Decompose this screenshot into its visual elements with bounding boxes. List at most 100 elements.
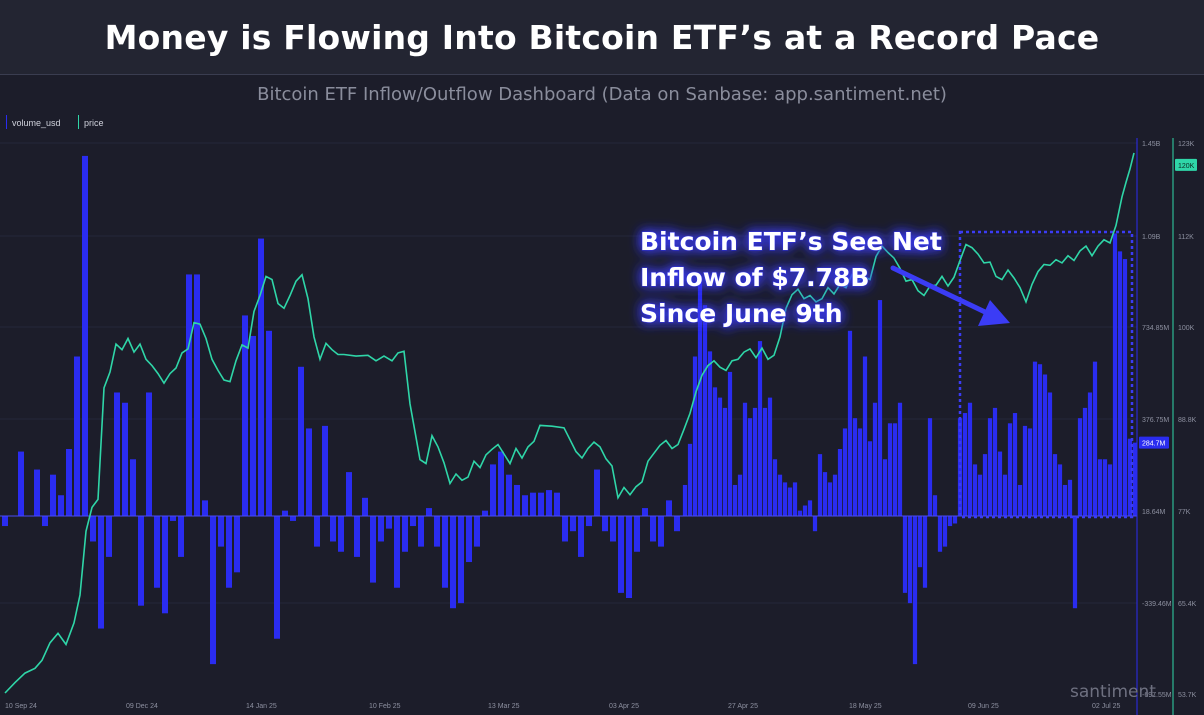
volume-bar [298,366,304,516]
volume-bar [847,330,853,516]
volume-bar [234,516,240,573]
volume-bar [1117,251,1123,516]
volume-bar [106,516,112,557]
volume-bar [618,516,624,593]
volume-bar [837,448,843,516]
volume-bar [942,516,948,547]
volume-bar [782,482,788,516]
volume-bar [692,356,698,516]
volume-bar [697,279,703,516]
volume-bar [1097,459,1103,516]
volume-bar [792,482,798,516]
volume-bar [258,238,264,516]
volume-bar [997,451,1003,516]
volume-bar [1007,423,1013,516]
price-tick-label: 77K [1178,509,1191,516]
volume-bar [666,500,672,516]
x-axis-ticks: 10 Sep 24 09 Dec 24 14 Jan 25 10 Feb 25 13 M… [5,703,1121,710]
price-tick-label: 53.7K [1178,692,1197,699]
volume-bar [482,510,488,516]
volume-bar [687,443,693,516]
volume-bar [1072,516,1078,609]
volume-bar [862,356,868,516]
volume-bar [490,464,496,516]
volume-bar [602,516,608,532]
volume-bar [1032,361,1038,516]
price-tick-label: 65.4K [1178,601,1197,608]
volume-bar [817,454,823,516]
volume-bar [1077,418,1083,516]
volume-bar [962,413,968,516]
volume-bar [266,330,272,516]
volume-bar [937,516,943,552]
volume-current-badge [1139,436,1169,449]
volume-bar [354,516,360,557]
legend: volume_usd price [6,115,104,129]
volume-bar [282,510,288,516]
volume-bar [1037,364,1043,516]
price-current-label: 120K [1178,163,1195,170]
volume-bar [1112,233,1118,516]
volume-bar [98,516,104,629]
volume-tick-label: -697.55M [1142,692,1172,699]
x-tick-label: 18 May 25 [849,703,882,710]
volume-bar [650,516,656,542]
annotation-line-2: Inflow of $7.78B [640,263,870,292]
volume-bar [90,516,96,542]
volume-bar [1122,259,1128,516]
volume-bar [1022,425,1028,516]
volume-bar [952,516,958,524]
volume-bar [314,516,320,547]
volume-bar [752,407,758,516]
volume-bar [138,516,144,606]
volume-bar [442,516,448,588]
volume-bar [742,402,748,516]
legend-swatch-volume [6,115,7,129]
volume-bar [877,300,883,516]
volume-bar [717,397,723,516]
volume-tick-label: 734.85M [1142,325,1169,332]
volume-bar [466,516,472,563]
x-tick-label: 03 Apr 25 [609,703,639,710]
volume-bar [522,495,528,516]
volume-bar [712,387,718,516]
volume-bar [18,451,24,516]
volume-bar [762,407,768,516]
price-tick-label: 123K [1178,141,1195,148]
volume-bar [162,516,168,614]
volume-bar [50,474,56,516]
volume-bar [727,371,733,516]
volume-bar [274,516,280,639]
volume-bar [897,402,903,516]
volume-bar [767,397,773,516]
volume-bar [322,425,328,516]
volume-bar [977,474,983,516]
volume-bar [426,508,432,516]
volume-bar [1107,464,1113,516]
volume-bar [1067,479,1073,516]
volume-bar [346,472,352,516]
volume-bar [1127,438,1133,516]
annotation-box [958,230,1134,519]
volume-bar [634,516,640,552]
volume-bar [202,500,208,516]
volume-bar [682,484,688,516]
price-tick-label: 88.8K [1178,417,1197,424]
price-tick-label: 112K [1178,234,1194,241]
volume-bar [498,451,504,516]
volume-bar [917,516,923,568]
volume-bar [290,516,296,521]
title-bar: Money is Flowing Into Bitcoin ETF’s at a… [0,0,1204,75]
price-axis-ticks: 123K 112K 100K 88.8K 77K 65.4K 53.7K 120K [1175,141,1197,699]
volume-bar [114,392,120,516]
volume-bar [458,516,464,604]
volume-bar [410,516,416,527]
volume-bar [122,402,128,516]
volume-bar [570,516,576,532]
volume-bar [434,516,440,547]
volume-bar [832,474,838,516]
volume-bar [927,418,933,516]
volume-bar [362,497,368,516]
annotation-highlight-box [958,230,1134,519]
